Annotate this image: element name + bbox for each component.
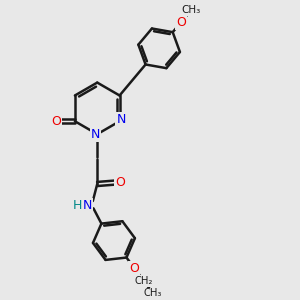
Text: N: N [116,113,126,126]
Text: CH₃: CH₃ [182,5,201,15]
Text: O: O [176,16,186,28]
Text: N: N [91,128,101,141]
Text: H: H [73,199,83,212]
Text: O: O [129,262,139,275]
Text: CH₂: CH₂ [135,276,153,286]
Text: O: O [115,176,125,189]
Text: N: N [83,199,92,212]
Text: O: O [51,115,61,128]
Text: CH₃: CH₃ [144,288,162,298]
